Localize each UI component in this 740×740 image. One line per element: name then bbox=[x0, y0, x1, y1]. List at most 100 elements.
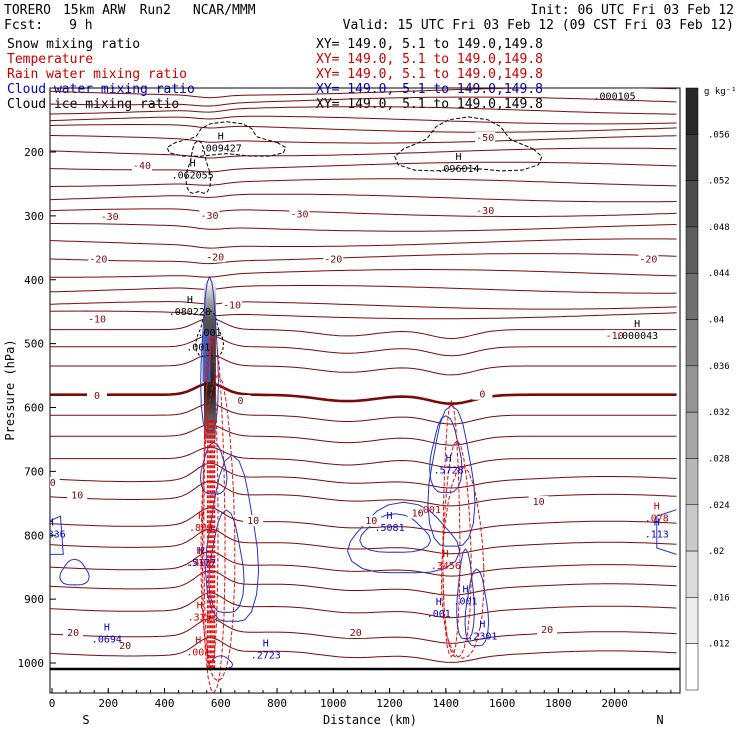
x-tick-label: 800 bbox=[267, 697, 287, 710]
temp-label-bg bbox=[604, 329, 625, 341]
max-marker: H bbox=[455, 152, 461, 163]
colorbar-box bbox=[685, 272, 699, 320]
temp-label: 10 bbox=[412, 509, 424, 520]
cloud-water-contour bbox=[429, 415, 463, 494]
max-value: .2723 bbox=[251, 651, 281, 662]
temp-label-bg bbox=[638, 253, 659, 265]
temp-label: 10 bbox=[44, 478, 56, 489]
snow-contour bbox=[166, 121, 287, 157]
field-section: XY= 149.0, 5.1 to 149.0,149.8 bbox=[316, 97, 543, 112]
temp-label: -30 bbox=[200, 211, 218, 222]
cloud-core bbox=[202, 330, 211, 382]
colorbar-tick-label: .032 bbox=[708, 408, 730, 418]
temp-label: -20 bbox=[89, 254, 107, 265]
max-marker: H bbox=[197, 600, 203, 611]
max-marker: H bbox=[263, 639, 269, 650]
x-tick-label: 2000 bbox=[601, 697, 628, 710]
temp-label-bg bbox=[63, 626, 84, 638]
rain-water-contour bbox=[442, 439, 472, 659]
colorbar-unit: g kg⁻¹ bbox=[704, 87, 737, 97]
snow-contour bbox=[185, 139, 212, 194]
max-marker: H bbox=[387, 511, 393, 522]
temp-label-bg bbox=[361, 515, 382, 527]
colorbar-tick-label: .036 bbox=[708, 362, 730, 372]
colorbar-tick-label: .02 bbox=[708, 547, 724, 557]
max-marker: H bbox=[104, 623, 110, 634]
isotherm bbox=[50, 223, 677, 232]
temp-label: -30 bbox=[476, 206, 494, 217]
colorbar-tick-label: .024 bbox=[708, 501, 730, 511]
temp-label-bg bbox=[222, 299, 243, 311]
temp-label: -30 bbox=[101, 212, 119, 223]
isotherm bbox=[50, 96, 677, 107]
temp-label: -30 bbox=[291, 210, 309, 221]
max-marker: H bbox=[190, 158, 196, 169]
temp-label-bg bbox=[323, 253, 344, 265]
cloud-water-contour bbox=[347, 501, 461, 574]
isotherm bbox=[50, 301, 677, 310]
field-list: Snow mixing ratio XY= 149.0, 5.1 to 149.0… bbox=[7, 37, 543, 112]
temp-label: 10 bbox=[533, 497, 545, 508]
x-axis: 0 200 400 600 800 1000 1200 1400 1600 1800 2000 bbox=[49, 688, 672, 710]
isotherm bbox=[50, 178, 677, 187]
max-marker: H bbox=[446, 453, 452, 464]
max-marker: H bbox=[197, 546, 203, 557]
colorbar-box bbox=[685, 411, 699, 459]
colorbar-tick-label: .012 bbox=[708, 640, 730, 650]
max-marker: H bbox=[195, 635, 201, 646]
max-value: .2301 bbox=[467, 631, 497, 642]
max-marker: H bbox=[634, 319, 640, 330]
max-value: .096014 bbox=[437, 164, 479, 175]
max-marker: H bbox=[462, 584, 468, 595]
max-value: .401 bbox=[188, 558, 212, 569]
field-name: Rain water mixing ratio bbox=[7, 67, 187, 82]
max-value: .3836 bbox=[36, 529, 66, 540]
field-name: Temperature bbox=[7, 52, 93, 67]
colorbar-tick-label: .044 bbox=[708, 269, 730, 279]
isotherm bbox=[50, 528, 677, 555]
isotherm-zero bbox=[50, 381, 677, 406]
isotherm bbox=[50, 269, 677, 278]
isotherm bbox=[50, 424, 677, 446]
plot-frame bbox=[49, 87, 681, 694]
x-tick-label: 1800 bbox=[545, 697, 572, 710]
max-marker: H bbox=[187, 295, 193, 306]
colorbar-tick-label: .016 bbox=[708, 593, 730, 603]
max-value: .001 bbox=[197, 328, 221, 339]
temp-label: 20 bbox=[67, 628, 79, 639]
isotherm bbox=[50, 334, 677, 357]
y-tick-label: 900 bbox=[24, 593, 44, 606]
temp-label: -10 bbox=[223, 300, 241, 311]
field-section: XY= 149.0, 5.1 to 149.0,149.8 bbox=[316, 82, 543, 97]
temp-label: 10 bbox=[71, 491, 83, 502]
maxima-labels: H.009427H.062055H.096014H.080228H.000043… bbox=[36, 92, 669, 662]
isotherm bbox=[50, 569, 677, 596]
max-value: .009427 bbox=[200, 143, 242, 154]
max-value: .883 bbox=[189, 523, 213, 534]
max-marker: H bbox=[198, 546, 204, 557]
temp-label-bg bbox=[99, 211, 120, 223]
y-tick-label: 300 bbox=[24, 210, 44, 223]
x-tick-label: 600 bbox=[211, 697, 231, 710]
forecast-hour: Fcst: 9 h bbox=[4, 18, 93, 33]
rain-water-contour bbox=[202, 333, 226, 693]
rain-water-contour bbox=[442, 399, 461, 658]
cloud-water-contours bbox=[50, 275, 677, 670]
x-tick-label: 1600 bbox=[489, 697, 516, 710]
x-axis-title: Distance (km) bbox=[323, 713, 417, 727]
isotherm bbox=[50, 238, 677, 249]
colorbar-tick-label: .052 bbox=[708, 177, 730, 187]
temp-label: 20 bbox=[541, 625, 553, 636]
temp-label-bg bbox=[407, 507, 428, 519]
colorbar-box bbox=[685, 458, 699, 506]
temp-label-bg bbox=[230, 395, 251, 407]
y-axis: 200 300 400 500 600 700 800 900 1000 bbox=[18, 146, 56, 670]
rain-water-contour bbox=[203, 335, 219, 669]
temp-label: 0 bbox=[94, 391, 100, 402]
cloud-water-contour bbox=[656, 509, 677, 555]
temp-label: 20 bbox=[119, 641, 131, 652]
x-tick-label: 400 bbox=[155, 697, 175, 710]
isotherm bbox=[50, 208, 677, 217]
colorbar-box bbox=[685, 134, 699, 181]
